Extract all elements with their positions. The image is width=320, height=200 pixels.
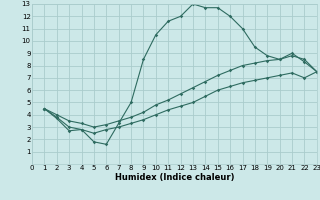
X-axis label: Humidex (Indice chaleur): Humidex (Indice chaleur)	[115, 173, 234, 182]
